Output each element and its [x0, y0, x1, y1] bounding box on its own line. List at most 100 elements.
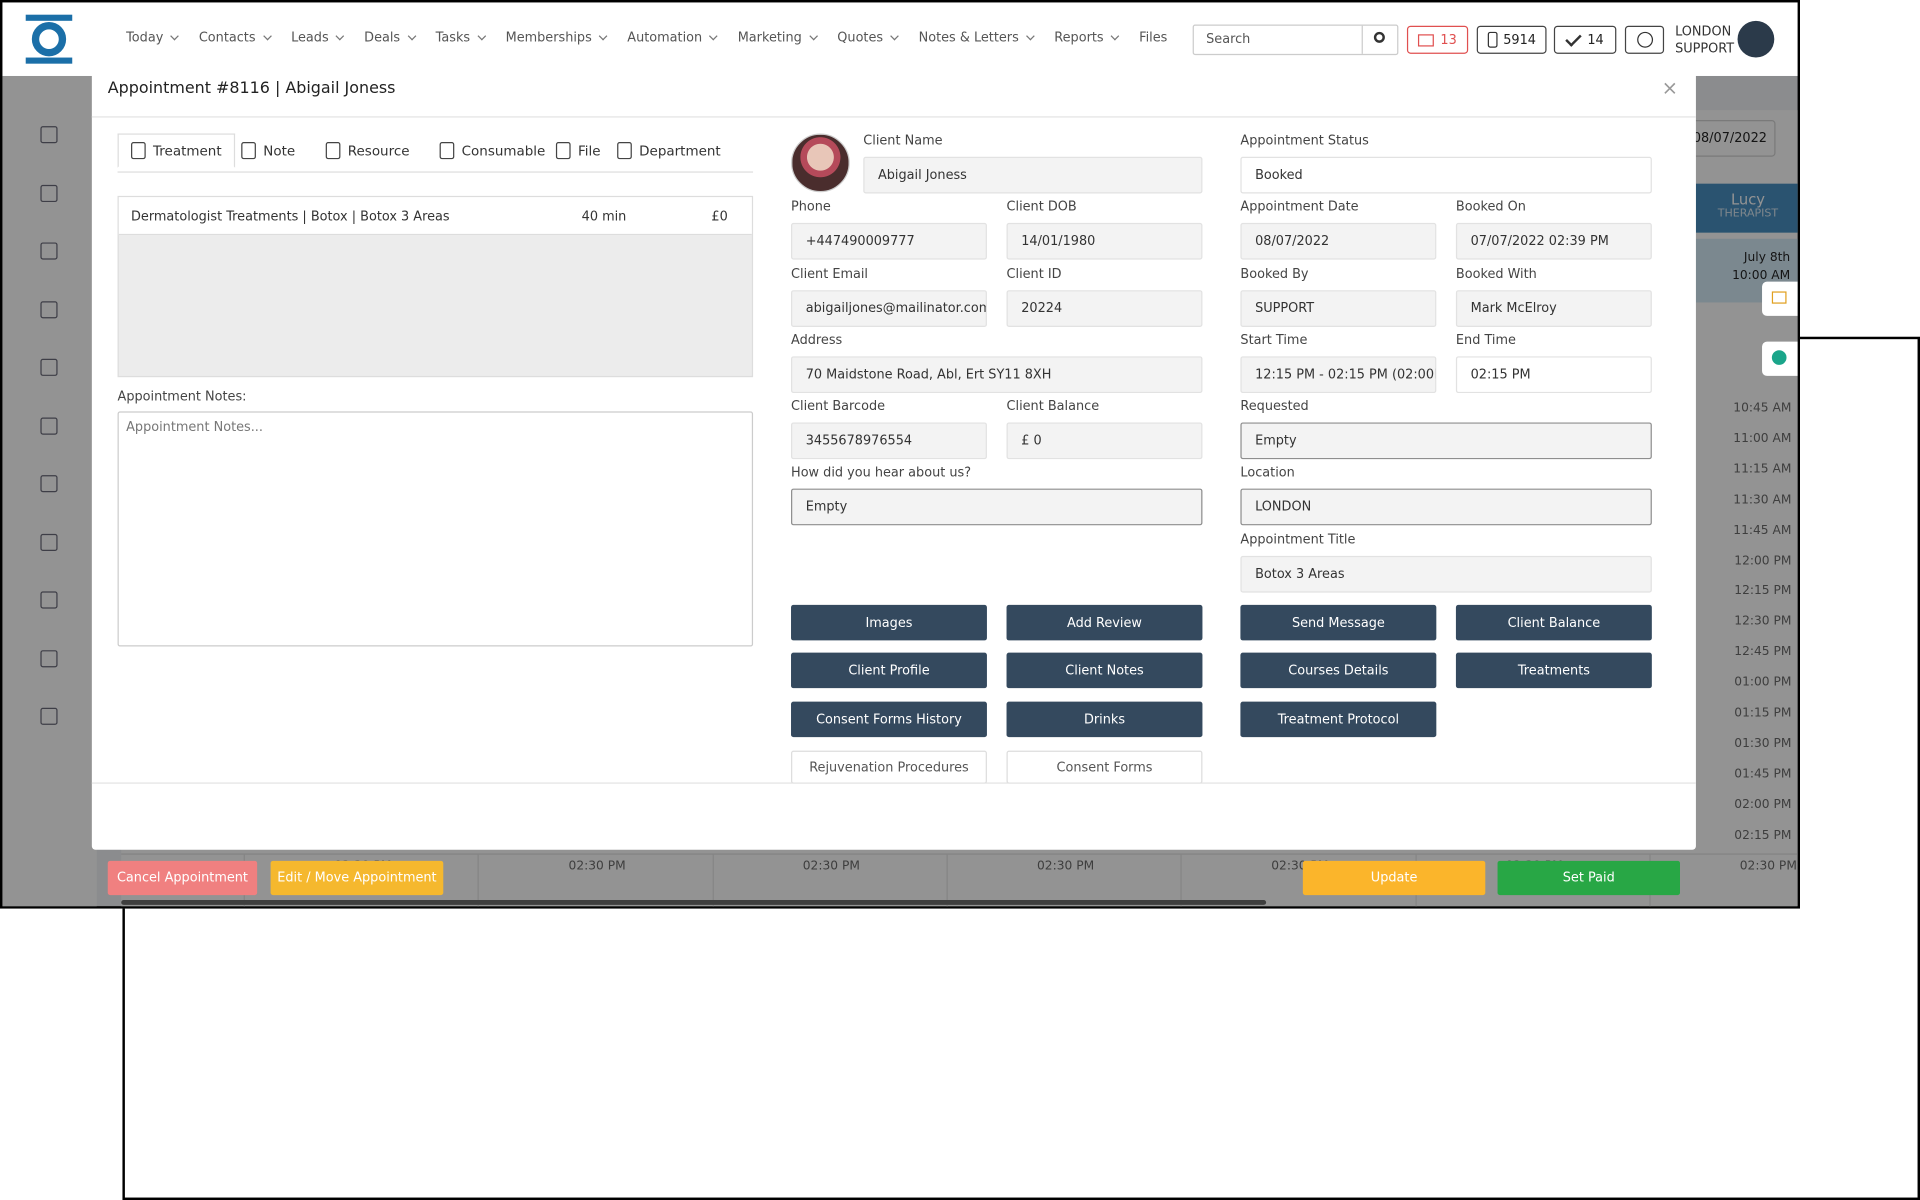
update-button[interactable]: Update	[1302, 860, 1486, 896]
edit-button[interactable]: Edit / Move Appointment	[270, 860, 444, 896]
nav-item[interactable]: Notes & Letters	[919, 31, 1034, 46]
field-label: Appointment Status	[1240, 133, 1369, 149]
field-label: Client Barcode	[791, 399, 886, 414]
field-value[interactable]: Empty	[1240, 422, 1652, 460]
client-photo	[791, 133, 850, 193]
phone-float[interactable]	[1762, 341, 1798, 376]
field-label: Client ID	[1006, 266, 1062, 282]
tab[interactable]: File	[556, 142, 601, 159]
action-button[interactable]: Client Notes	[1006, 652, 1203, 689]
field-value: 12:15 PM - 02:15 PM (02:00h)	[1240, 356, 1437, 394]
field-value: Botox 3 Areas	[1240, 555, 1652, 593]
field-value[interactable]: 02:15 PM	[1455, 356, 1652, 394]
divider	[91, 116, 1696, 118]
field-label: Client Name	[863, 133, 943, 149]
field-value[interactable]: LONDON	[1240, 488, 1652, 526]
nav-item[interactable]: Leads	[291, 31, 343, 46]
field-label: End Time	[1455, 333, 1516, 348]
notes-label: Appointment Notes:	[117, 389, 247, 405]
action-button[interactable]: Courses Details	[1240, 652, 1437, 689]
user-avatar[interactable]	[1737, 20, 1775, 58]
field-label: Phone	[791, 199, 831, 215]
field-label: Address	[791, 333, 843, 348]
app: 08/07/2022 Lucy THERAPIST July 8th 10:00…	[0, 0, 1800, 909]
user-line: SUPPORT	[1675, 41, 1735, 57]
set-paid-button[interactable]: Set Paid	[1497, 860, 1680, 896]
field-value: +447490009777	[791, 222, 987, 260]
help-button[interactable]	[1624, 25, 1665, 54]
user-line: LONDON	[1675, 24, 1732, 40]
treatment-list: Dermatologist Treatments | Botox | Botox…	[117, 195, 754, 378]
nav-item[interactable]: Memberships	[506, 31, 607, 46]
field-label: Location	[1240, 465, 1295, 480]
nav-item[interactable]: Quotes	[837, 31, 897, 46]
treatment-row[interactable]: Dermatologist Treatments | Botox | Botox…	[118, 197, 752, 236]
action-button[interactable]: Add Review	[1006, 604, 1203, 641]
field-value: 07/07/2022 02:39 PM	[1455, 222, 1652, 260]
task-count: 14	[1587, 32, 1604, 48]
action-button[interactable]: Send Message	[1240, 604, 1437, 641]
task-button[interactable]: 14	[1553, 25, 1617, 54]
tab[interactable]: Treatment	[117, 133, 236, 168]
field-value: 3455678976554	[791, 422, 987, 460]
action-button[interactable]: Treatments	[1455, 652, 1652, 689]
phone-count: 5914	[1503, 32, 1536, 48]
action-button[interactable]: Consent Forms History	[791, 701, 987, 738]
field-value: SUPPORT	[1240, 290, 1437, 327]
close-button[interactable]: ×	[1661, 75, 1679, 100]
cart-float[interactable]	[1762, 281, 1798, 316]
treatment-name: Dermatologist Treatments | Botox | Botox…	[131, 209, 450, 225]
action-button[interactable]: Client Profile	[791, 652, 987, 689]
field-label: How did you hear about us?	[791, 465, 972, 480]
action-button[interactable]: Client Balance	[1455, 604, 1652, 641]
nav-item[interactable]: Reports	[1054, 31, 1118, 46]
field-value: Mark McElroy	[1455, 290, 1652, 327]
user-label: LONDON SUPPORT	[1675, 23, 1735, 57]
search-icon[interactable]	[1361, 25, 1399, 54]
field-value: 08/07/2022	[1240, 222, 1437, 260]
phone-button[interactable]: 5914	[1476, 25, 1547, 54]
mail-button[interactable]: 13	[1406, 25, 1469, 54]
field-value[interactable]: Empty	[791, 488, 1203, 526]
action-button[interactable]: Rejuvenation Procedures	[791, 750, 987, 784]
tab[interactable]: Consumable	[440, 142, 546, 159]
notes-textarea[interactable]: Appointment Notes...	[117, 411, 754, 647]
nav-item[interactable]: Deals	[364, 31, 415, 46]
notes-placeholder: Appointment Notes...	[126, 420, 263, 435]
nav-menu: Today Contacts Leads Deals Tasks Memberships A…	[126, 31, 1167, 46]
logo[interactable]	[25, 14, 73, 64]
field-label: Client Email	[791, 266, 869, 282]
field-label: Start Time	[1240, 333, 1308, 348]
field-value: 70 Maidstone Road, Abl, Ert SY11 8XH	[791, 356, 1203, 394]
search-box[interactable]: Search	[1192, 24, 1399, 56]
tab[interactable]: Note	[241, 142, 295, 159]
field-value: Abigail Joness	[863, 156, 1203, 194]
field-label: Appointment Date	[1240, 199, 1359, 215]
cancel-button[interactable]: Cancel Appointment	[107, 860, 258, 896]
field-value: 20224	[1006, 290, 1203, 327]
tabs: Treatment Note Resource Consumable File Depar…	[117, 133, 754, 173]
field-value: 14/01/1980	[1006, 222, 1203, 260]
nav-item[interactable]: Tasks	[436, 31, 485, 46]
treatment-price: £0	[711, 209, 728, 225]
tab[interactable]: Department	[617, 142, 721, 159]
field-value[interactable]: Booked	[1240, 156, 1652, 194]
nav-item[interactable]: Automation	[627, 31, 717, 46]
nav-item[interactable]: Files	[1139, 30, 1168, 46]
top-nav: Today Contacts Leads Deals Tasks Memberships A…	[2, 2, 1798, 76]
field-value: £ 0	[1006, 422, 1203, 460]
nav-item[interactable]: Today	[126, 31, 178, 46]
tab[interactable]: Resource	[326, 142, 410, 159]
action-button[interactable]: Treatment Protocol	[1240, 701, 1437, 738]
field-label: Booked With	[1455, 266, 1537, 282]
field-label: Appointment Title	[1240, 532, 1356, 548]
action-button[interactable]: Drinks	[1006, 701, 1203, 738]
action-button[interactable]: Images	[791, 604, 987, 641]
nav-item[interactable]: Marketing	[738, 31, 817, 46]
field-label: Requested	[1240, 399, 1309, 414]
action-button[interactable]: Consent Forms	[1006, 750, 1203, 784]
field-label: Booked By	[1240, 266, 1309, 282]
nav-item[interactable]: Contacts	[199, 31, 270, 46]
appointment-modal: Appointment #8116 | Abigail Joness × Tre…	[91, 63, 1696, 896]
